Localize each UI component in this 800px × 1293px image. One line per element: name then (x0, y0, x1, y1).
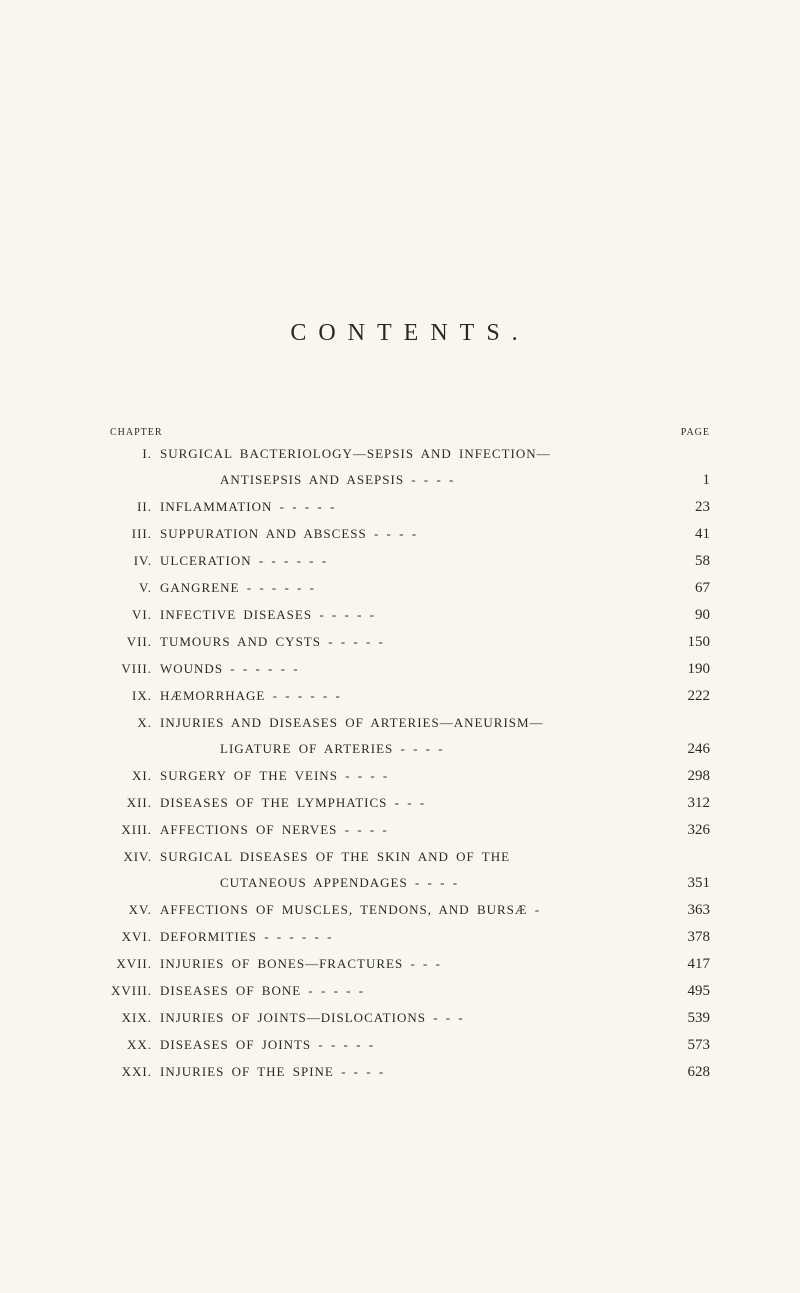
chapter-page: 1 (660, 472, 710, 489)
chapter-roman: XII. (110, 795, 160, 811)
chapter-row: VI.INFECTIVE DISEASES - - - - -90 (110, 607, 710, 624)
chapter-page: 23 (660, 499, 710, 516)
chapter-title: INFLAMMATION - - - - - (160, 499, 660, 515)
chapter-roman: II. (110, 499, 160, 515)
chapter-row: VII.TUMOURS AND CYSTS - - - - -150 (110, 634, 710, 651)
header-page: PAGE (681, 427, 710, 438)
chapter-title: DISEASES OF BONE - - - - - (160, 983, 660, 999)
chapter-page: 351 (660, 875, 710, 892)
chapter-title: GANGRENE - - - - - - (160, 580, 660, 596)
chapter-page: 573 (660, 1037, 710, 1054)
chapter-title: INJURIES OF JOINTS—DISLOCATIONS - - - (160, 1010, 660, 1026)
chapter-row: XVII.INJURIES OF BONES—FRACTURES - - -41… (110, 956, 710, 973)
chapter-page: 222 (660, 688, 710, 705)
chapter-page: 539 (660, 1010, 710, 1027)
chapter-row: XII.DISEASES OF THE LYMPHATICS - - -312 (110, 795, 710, 812)
chapter-row: IX.HÆMORRHAGE - - - - - -222 (110, 688, 710, 705)
chapter-row: V.GANGRENE - - - - - -67 (110, 580, 710, 597)
chapter-title: INJURIES AND DISEASES OF ARTERIES—ANEURI… (160, 715, 660, 731)
chapter-title: INJURIES OF THE SPINE - - - - (160, 1064, 660, 1080)
chapter-page: 298 (660, 768, 710, 785)
chapter-roman: XXI. (110, 1064, 160, 1080)
chapter-page: 246 (660, 741, 710, 758)
chapter-roman: IV. (110, 553, 160, 569)
chapter-roman: VII. (110, 634, 160, 650)
chapter-title: DISEASES OF THE LYMPHATICS - - - (160, 795, 660, 811)
chapter-title: AFFECTIONS OF MUSCLES, TENDONS, AND BURS… (160, 902, 660, 918)
chapter-title: SURGERY OF THE VEINS - - - - (160, 768, 660, 784)
chapter-title: SURGICAL DISEASES OF THE SKIN AND OF THE (160, 849, 660, 865)
chapter-roman: VI. (110, 607, 160, 623)
chapter-row: XI.SURGERY OF THE VEINS - - - -298 (110, 768, 710, 785)
chapter-row: XV.AFFECTIONS OF MUSCLES, TENDONS, AND B… (110, 902, 710, 919)
chapter-row: XIX.INJURIES OF JOINTS—DISLOCATIONS - - … (110, 1010, 710, 1027)
chapter-page: 363 (660, 902, 710, 919)
chapter-page: 417 (660, 956, 710, 973)
chapter-roman: I. (110, 446, 160, 462)
chapter-title: LIGATURE OF ARTERIES - - - - (160, 741, 660, 757)
chapter-row: LIGATURE OF ARTERIES - - - -246 (110, 741, 710, 758)
chapter-title: CUTANEOUS APPENDAGES - - - - (160, 875, 660, 891)
chapter-row: I.SURGICAL BACTERIOLOGY—SEPSIS AND INFEC… (110, 446, 710, 462)
chapter-page: 58 (660, 553, 710, 570)
chapter-title: TUMOURS AND CYSTS - - - - - (160, 634, 660, 650)
chapter-roman: XVI. (110, 929, 160, 945)
chapter-title: DISEASES OF JOINTS - - - - - (160, 1037, 660, 1053)
chapter-page: 67 (660, 580, 710, 597)
chapter-row: XXI.INJURIES OF THE SPINE - - - -628 (110, 1064, 710, 1081)
chapter-title: SURGICAL BACTERIOLOGY—SEPSIS AND INFECTI… (160, 446, 660, 462)
chapter-row: XVI.DEFORMITIES - - - - - -378 (110, 929, 710, 946)
chapter-page: 326 (660, 822, 710, 839)
header-chapter: CHAPTER (110, 427, 163, 438)
chapter-roman: XVII. (110, 956, 160, 972)
chapter-title: INJURIES OF BONES—FRACTURES - - - (160, 956, 660, 972)
chapter-roman: XIX. (110, 1010, 160, 1026)
chapter-title: ANTISEPSIS AND ASEPSIS - - - - (160, 472, 660, 488)
page-title: CONTENTS. (100, 320, 720, 347)
chapter-title: DEFORMITIES - - - - - - (160, 929, 660, 945)
chapter-page: 312 (660, 795, 710, 812)
chapter-roman: III. (110, 526, 160, 542)
column-header-row: CHAPTER PAGE (100, 427, 720, 438)
chapter-page: 495 (660, 983, 710, 1000)
chapter-title: SUPPURATION AND ABSCESS - - - - (160, 526, 660, 542)
chapter-roman: XVIII. (110, 983, 160, 999)
chapter-title: WOUNDS - - - - - - (160, 661, 660, 677)
chapter-roman: X. (110, 715, 160, 731)
chapter-title: ULCERATION - - - - - - (160, 553, 660, 569)
chapter-page: 41 (660, 526, 710, 543)
chapter-roman: XX. (110, 1037, 160, 1053)
chapter-page: 90 (660, 607, 710, 624)
chapter-row: CUTANEOUS APPENDAGES - - - -351 (110, 875, 710, 892)
chapter-roman: XIV. (110, 849, 160, 865)
chapter-roman: XV. (110, 902, 160, 918)
chapter-roman: IX. (110, 688, 160, 704)
chapter-row: IV.ULCERATION - - - - - -58 (110, 553, 710, 570)
chapter-page: 190 (660, 661, 710, 678)
chapter-title: INFECTIVE DISEASES - - - - - (160, 607, 660, 623)
chapter-roman: XIII. (110, 822, 160, 838)
title-block: CONTENTS. (100, 320, 720, 347)
chapter-row: X.INJURIES AND DISEASES OF ARTERIES—ANEU… (110, 715, 710, 731)
chapter-page: 628 (660, 1064, 710, 1081)
chapter-title: HÆMORRHAGE - - - - - - (160, 688, 660, 704)
chapter-row: XIII.AFFECTIONS OF NERVES - - - -326 (110, 822, 710, 839)
chapter-row: III.SUPPURATION AND ABSCESS - - - -41 (110, 526, 710, 543)
chapter-roman: V. (110, 580, 160, 596)
chapter-row: VIII.WOUNDS - - - - - -190 (110, 661, 710, 678)
chapter-title: AFFECTIONS OF NERVES - - - - (160, 822, 660, 838)
chapter-row: ANTISEPSIS AND ASEPSIS - - - -1 (110, 472, 710, 489)
chapter-row: XIV.SURGICAL DISEASES OF THE SKIN AND OF… (110, 849, 710, 865)
chapter-list: I.SURGICAL BACTERIOLOGY—SEPSIS AND INFEC… (100, 446, 720, 1081)
chapter-page: 150 (660, 634, 710, 651)
chapter-roman: VIII. (110, 661, 160, 677)
chapter-roman: XI. (110, 768, 160, 784)
chapter-page: 378 (660, 929, 710, 946)
chapter-row: XVIII.DISEASES OF BONE - - - - -495 (110, 983, 710, 1000)
chapter-row: XX.DISEASES OF JOINTS - - - - -573 (110, 1037, 710, 1054)
chapter-row: II.INFLAMMATION - - - - -23 (110, 499, 710, 516)
